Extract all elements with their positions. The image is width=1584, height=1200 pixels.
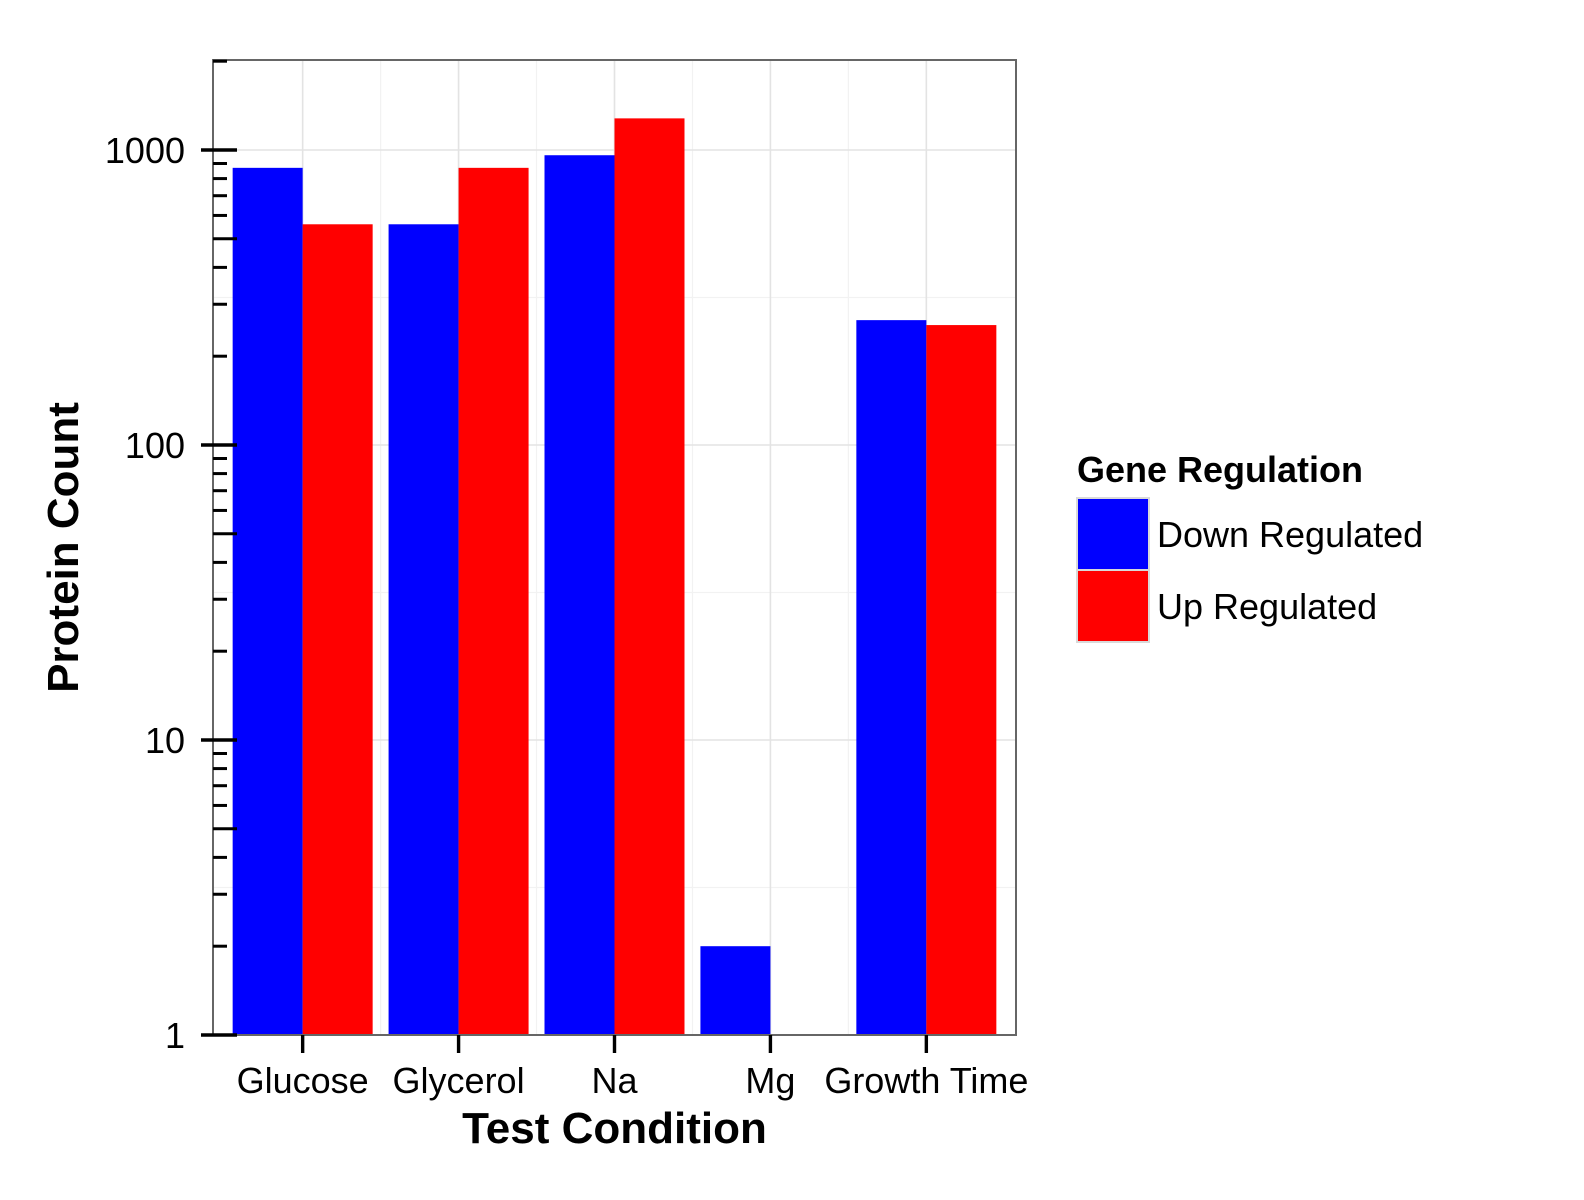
bar-up-regulated-na — [614, 118, 685, 1036]
y-tick-label: 10 — [145, 720, 185, 761]
y-tick-label: 100 — [125, 425, 185, 466]
bar-down-regulated-glycerol — [388, 224, 459, 1035]
x-axis: Glucose Glycerol Na Mg Growth Time — [237, 1035, 1028, 1101]
legend-title: Gene Regulation — [1077, 449, 1363, 490]
bars — [232, 118, 997, 1036]
bar-up-regulated-glycerol — [458, 167, 529, 1036]
bar-down-regulated-na — [544, 155, 615, 1035]
x-tick-label: Glucose — [237, 1060, 369, 1101]
x-tick-label: Na — [591, 1060, 638, 1101]
legend-label: Down Regulated — [1157, 514, 1423, 555]
bar-down-regulated-growth-time — [856, 320, 927, 1035]
legend: Gene Regulation Down Regulated Up Regulat… — [1076, 449, 1423, 643]
legend-label: Up Regulated — [1157, 586, 1377, 627]
bar-up-regulated-glucose — [302, 224, 373, 1035]
x-tick-label: Mg — [745, 1060, 795, 1101]
y-axis-title: Protein Count — [39, 402, 88, 693]
x-tick-label: Growth Time — [824, 1060, 1028, 1101]
x-tick-label: Glycerol — [393, 1060, 525, 1101]
y-tick-label: 1000 — [105, 130, 185, 171]
bar-down-regulated-mg — [700, 946, 771, 1035]
legend-key-down-regulated — [1076, 497, 1150, 571]
y-axis: 1 10 100 1000 — [105, 59, 237, 1056]
y-tick-label: 1 — [165, 1015, 185, 1056]
x-axis-title: Test Condition — [462, 1104, 767, 1153]
legend-key-up-regulated — [1076, 569, 1150, 643]
bar-up-regulated-growth-time — [926, 325, 997, 1035]
bar-down-regulated-glucose — [232, 167, 303, 1036]
